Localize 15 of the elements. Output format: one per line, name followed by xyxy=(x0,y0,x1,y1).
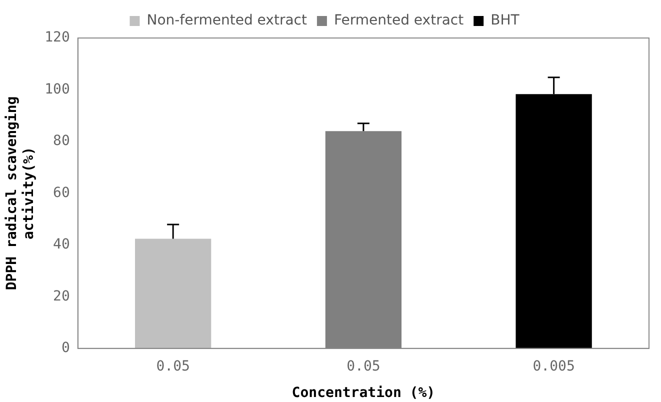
y-axis-title: DPPH radical scavenging activity(%) xyxy=(4,96,37,290)
y-tick-label: 80 xyxy=(53,133,70,150)
legend-label: Fermented extract xyxy=(334,12,464,29)
legend-label: BHT xyxy=(490,12,520,29)
y-tick-label: 0 xyxy=(61,340,70,356)
y-tick-label: 60 xyxy=(53,184,70,201)
x-tick-label: 0.005 xyxy=(532,358,575,374)
x-tick-label: 0.05 xyxy=(156,358,190,374)
y-tick-label: 100 xyxy=(44,81,70,98)
y-tick-label: 40 xyxy=(53,236,70,253)
y-tick-label: 120 xyxy=(44,30,70,46)
x-axis-title: Concentration (%) xyxy=(292,385,436,402)
x-tick-label: 0.05 xyxy=(346,358,380,374)
y-tick-label: 20 xyxy=(53,288,70,304)
legend-label: Non-fermented extract xyxy=(146,12,308,29)
